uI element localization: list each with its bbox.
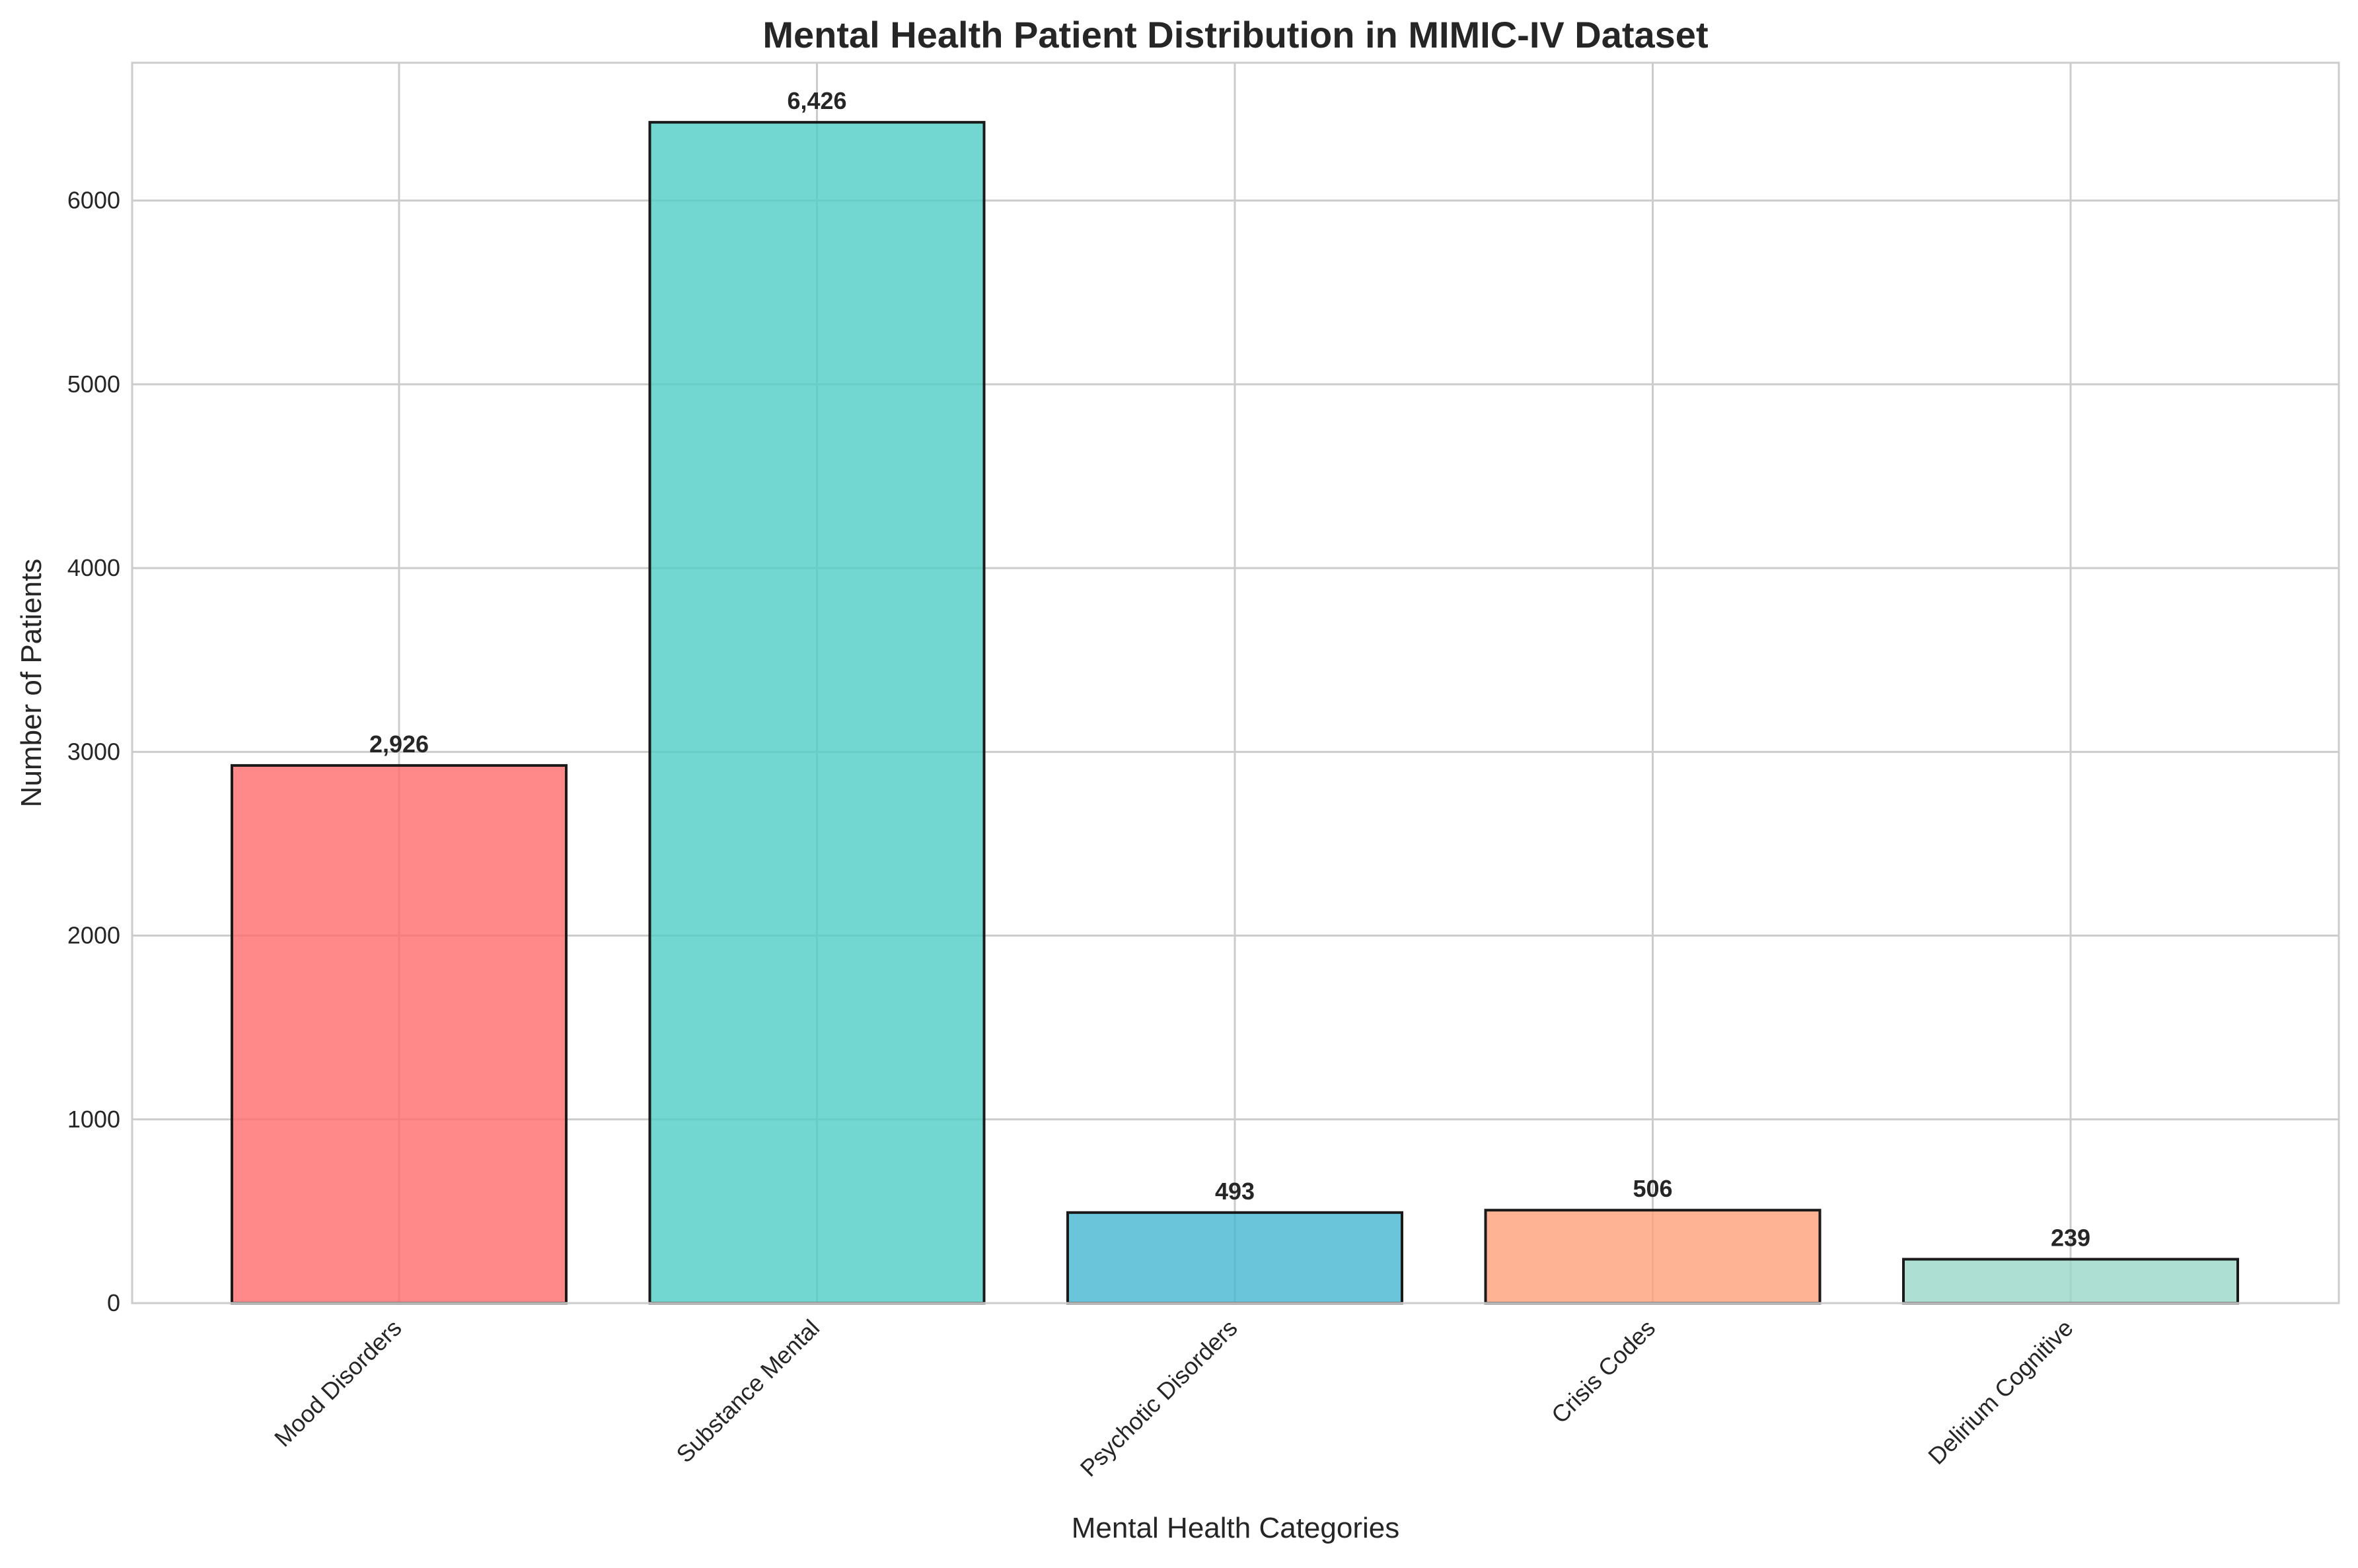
y-tick-labels: 0 1000 2000 3000 4000 5000 6000	[67, 187, 120, 1316]
bar	[231, 764, 568, 1304]
bar	[648, 121, 986, 1304]
bar	[1902, 1258, 2239, 1304]
y-tick-label: 1000	[67, 1106, 120, 1133]
chart-title: Mental Health Patient Distribution in MI…	[762, 14, 1708, 55]
bar-value-label: 493	[1215, 1178, 1255, 1205]
bar	[1066, 1211, 1403, 1304]
bars	[231, 121, 2239, 1305]
y-tick-label: 0	[107, 1289, 120, 1316]
bar	[1484, 1209, 1822, 1305]
bar-value-label: 506	[1633, 1175, 1672, 1202]
y-tick-label: 4000	[67, 554, 120, 581]
bar-value-label: 2,926	[369, 731, 429, 758]
y-tick-label: 2000	[67, 922, 120, 949]
y-tick-label: 5000	[67, 371, 120, 398]
bar-value-label: 6,426	[787, 87, 846, 114]
x-axis-label: Mental Health Categories	[1072, 1512, 1399, 1544]
bar-value-label: 239	[2051, 1225, 2090, 1252]
plot-frame	[131, 61, 2340, 1304]
y-axis-label: Number of Patients	[15, 559, 48, 808]
data-labels: 2,926 6,426 493 506 239	[369, 87, 2090, 1251]
y-tick-label: 6000	[67, 187, 120, 214]
y-tick-label: 3000	[67, 738, 120, 765]
